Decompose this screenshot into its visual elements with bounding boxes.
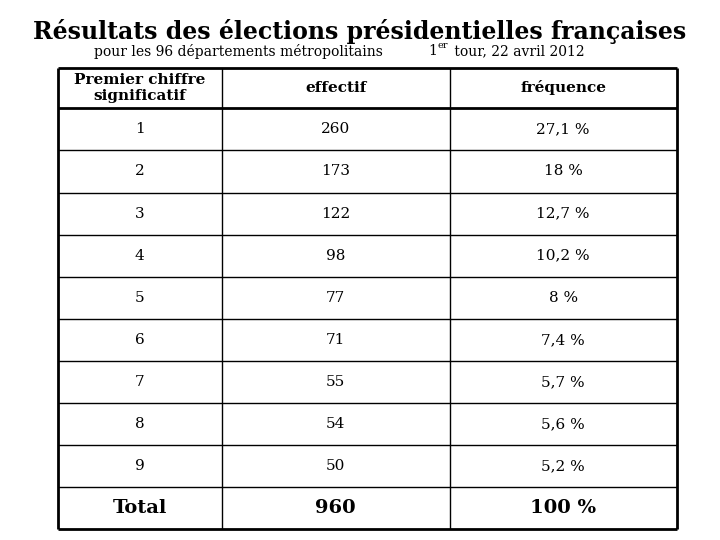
- Text: 5,6 %: 5,6 %: [541, 417, 585, 431]
- Text: 4: 4: [135, 248, 145, 262]
- Text: effectif: effectif: [305, 81, 366, 95]
- Text: 7,4 %: 7,4 %: [541, 333, 585, 347]
- Text: 5,7 %: 5,7 %: [541, 375, 585, 389]
- Text: 3: 3: [135, 207, 145, 220]
- Text: 12,7 %: 12,7 %: [536, 207, 590, 220]
- Text: 71: 71: [326, 333, 346, 347]
- Text: 50: 50: [326, 459, 346, 473]
- Text: 173: 173: [321, 165, 350, 179]
- Text: 18 %: 18 %: [544, 165, 582, 179]
- Text: 122: 122: [321, 207, 350, 220]
- Text: 2: 2: [135, 165, 145, 179]
- Text: 10,2 %: 10,2 %: [536, 248, 590, 262]
- Text: pour les 96 départements métropolitains: pour les 96 départements métropolitains: [94, 44, 382, 59]
- Text: 98: 98: [326, 248, 346, 262]
- Text: 77: 77: [326, 291, 346, 305]
- Text: 27,1 %: 27,1 %: [536, 123, 590, 137]
- Text: tour, 22 avril 2012: tour, 22 avril 2012: [450, 44, 585, 58]
- Text: 1: 1: [428, 44, 437, 58]
- Text: 960: 960: [315, 499, 356, 517]
- Text: 260: 260: [321, 123, 350, 137]
- Text: er: er: [438, 41, 449, 50]
- Text: 5,2 %: 5,2 %: [541, 459, 585, 473]
- Text: 1: 1: [135, 123, 145, 137]
- Text: 54: 54: [326, 417, 346, 431]
- Text: 8 %: 8 %: [549, 291, 577, 305]
- Text: 5: 5: [135, 291, 145, 305]
- Text: 55: 55: [326, 375, 346, 389]
- Text: Total: Total: [112, 499, 167, 517]
- Text: 9: 9: [135, 459, 145, 473]
- Text: Premier chiffre
significatif: Premier chiffre significatif: [74, 73, 205, 103]
- Text: 100 %: 100 %: [530, 499, 596, 517]
- Text: Résultats des élections présidentielles françaises: Résultats des élections présidentielles …: [33, 19, 687, 44]
- Text: 7: 7: [135, 375, 145, 389]
- Text: 8: 8: [135, 417, 145, 431]
- Text: fréquence: fréquence: [520, 80, 606, 96]
- Text: 6: 6: [135, 333, 145, 347]
